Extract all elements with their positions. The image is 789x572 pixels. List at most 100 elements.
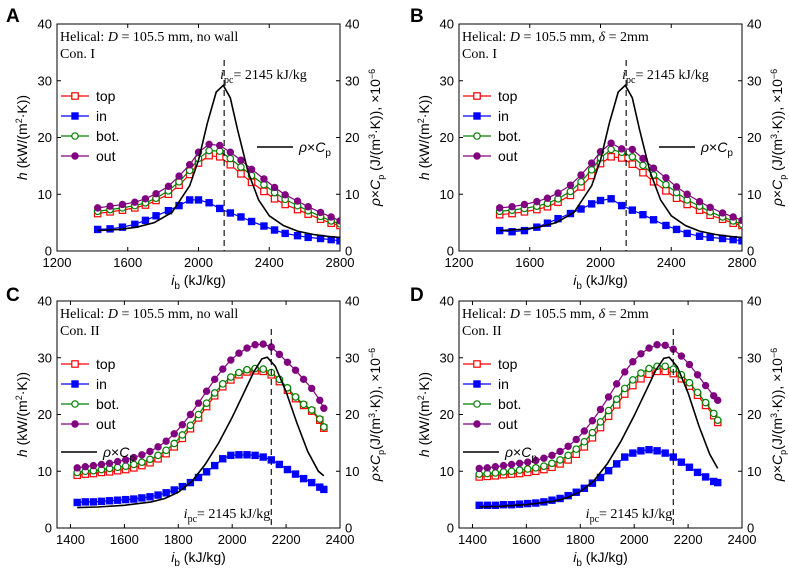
- y-axis-label-left: h (kW/(m2·K)): [416, 95, 432, 180]
- x-tick-label: 2800: [326, 255, 355, 270]
- data-point-bot: [202, 399, 211, 407]
- data-point-out: [628, 145, 637, 154]
- data-point-out: [495, 204, 504, 212]
- x-tick-label: 2000: [586, 255, 615, 270]
- legend-marker: [473, 360, 481, 368]
- data-point-in: [237, 213, 245, 221]
- series-line-top: [97, 155, 340, 227]
- data-point-in: [93, 225, 102, 234]
- data-point-out: [186, 410, 195, 419]
- x-tick-label: 2800: [728, 255, 757, 270]
- data-point-bot: [178, 431, 187, 439]
- y-tick-label-left: 10: [38, 464, 52, 479]
- data-point-bot: [580, 437, 589, 446]
- y-tick-label-right: 40: [747, 17, 761, 32]
- y-axis-label-left: h (kW/(m2·K)): [416, 372, 432, 457]
- legend-label: bot.: [498, 128, 521, 144]
- data-point-out: [308, 384, 316, 393]
- data-point-out: [202, 387, 211, 395]
- data-point-in: [170, 486, 178, 494]
- legend-marker: [71, 420, 79, 428]
- data-point-in: [299, 474, 308, 483]
- panel-letter: B: [410, 6, 424, 27]
- y-tick-label-right: 0: [345, 521, 352, 536]
- data-point-top: [270, 194, 279, 203]
- data-point-in: [683, 229, 691, 238]
- data-point-in: [701, 473, 710, 481]
- data-point-out: [543, 194, 552, 202]
- y-axis-label-right: ρ×Cp(J/(m3·K)), ×10−6: [769, 348, 788, 482]
- data-point-top: [260, 187, 268, 196]
- data-point-bot: [259, 365, 267, 373]
- x-tick-label: 2000: [218, 532, 247, 547]
- data-point-out: [710, 392, 718, 400]
- data-point-out: [299, 375, 308, 384]
- legend-label: in: [96, 108, 107, 124]
- data-point-in: [612, 460, 621, 468]
- data-point-bot: [548, 459, 556, 468]
- data-point-in: [588, 479, 597, 487]
- x-tick-label: 2400: [326, 532, 355, 547]
- data-point-in: [293, 231, 302, 240]
- data-point-out: [532, 456, 540, 465]
- data-point-out: [520, 200, 529, 209]
- data-point-in: [308, 478, 316, 487]
- data-point-out: [533, 197, 541, 206]
- data-point-in: [604, 466, 613, 475]
- legend-label: top: [96, 88, 116, 104]
- data-point-in: [81, 498, 89, 506]
- data-point-out: [175, 172, 183, 180]
- data-point-in: [628, 206, 637, 214]
- data-point-bot: [564, 451, 572, 460]
- data-point-out: [73, 464, 81, 472]
- data-point-in: [320, 485, 328, 494]
- legend-marker: [71, 152, 79, 160]
- data-point-in: [122, 495, 130, 504]
- y-tick-label-left: 20: [38, 407, 52, 422]
- data-point-in: [685, 463, 694, 471]
- data-point-in: [621, 453, 629, 461]
- data-point-out: [243, 344, 251, 352]
- data-point-bot: [620, 384, 629, 393]
- data-point-in: [270, 226, 279, 234]
- data-point-in: [113, 496, 122, 504]
- data-point-bot: [685, 378, 694, 387]
- data-point-bot: [607, 145, 615, 154]
- data-point-in: [475, 501, 483, 510]
- data-point-out: [621, 368, 629, 376]
- data-point-in: [662, 221, 670, 230]
- data-point-in: [520, 226, 529, 235]
- data-point-in: [130, 495, 138, 503]
- data-point-out: [587, 159, 596, 167]
- data-point-bot: [604, 406, 613, 415]
- panel-letter: C: [6, 285, 20, 306]
- y-tick-label-left: 0: [447, 521, 454, 536]
- data-point-out: [130, 453, 138, 462]
- legend-label-rhocp: ρ×Cp: [700, 139, 733, 159]
- data-point-bot: [315, 415, 324, 423]
- data-point-in: [645, 445, 653, 454]
- data-point-bot: [713, 416, 722, 424]
- data-point-in: [653, 447, 661, 455]
- legend-label-rhocp: ρ×Cp: [102, 444, 135, 464]
- data-point-out: [718, 209, 727, 217]
- data-point-bot: [540, 462, 548, 470]
- y-tick-label-right: 40: [747, 294, 761, 309]
- data-point-in: [291, 470, 300, 478]
- x-tick-label: 2400: [657, 255, 686, 270]
- y-tick-label-left: 40: [440, 17, 454, 32]
- data-point-out: [499, 461, 508, 470]
- legend-label: bot.: [498, 396, 521, 412]
- data-point-in: [89, 498, 98, 506]
- data-point-in: [499, 501, 508, 509]
- data-point-in: [162, 489, 170, 497]
- data-point-bot: [205, 146, 213, 155]
- data-point-bot: [693, 388, 702, 397]
- data-point-out: [205, 140, 213, 149]
- data-point-in: [618, 201, 626, 210]
- data-point-out: [152, 189, 160, 198]
- data-point-bot: [210, 389, 219, 397]
- legend-label: in: [498, 108, 509, 124]
